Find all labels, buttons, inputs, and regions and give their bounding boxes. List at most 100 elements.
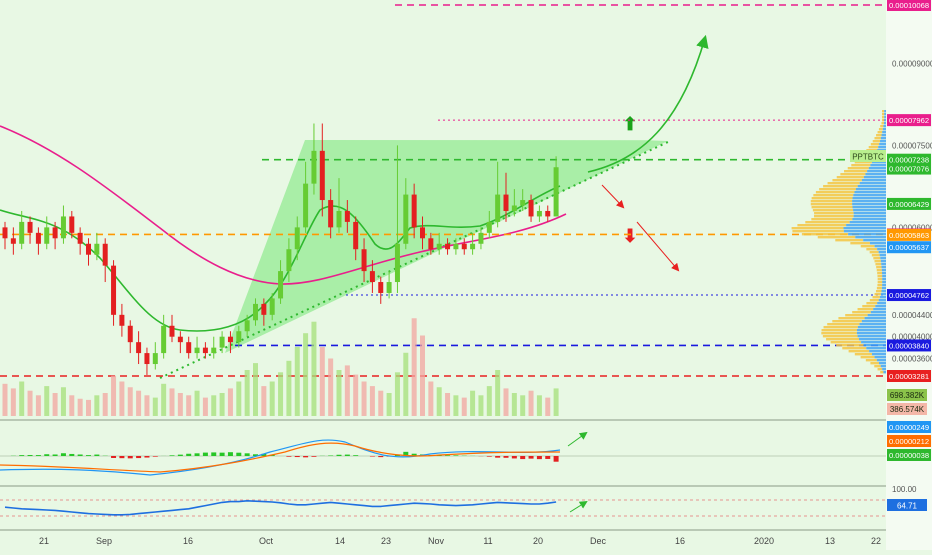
profile-bar-up: [880, 125, 883, 127]
volume-tag-label: 698.382K: [890, 391, 925, 400]
macd-histogram-bar: [537, 456, 542, 459]
profile-bar-up: [879, 128, 883, 130]
volume-bar: [495, 370, 500, 416]
profile-bar-up: [877, 284, 882, 286]
profile-bar-down: [854, 191, 886, 193]
price-tag-label: 0.00004762: [889, 291, 929, 300]
candle-body: [119, 315, 124, 326]
profile-bar-up: [821, 332, 857, 334]
candle-body: [345, 211, 350, 222]
profile-bar-up: [874, 137, 880, 139]
volume-bar: [153, 398, 158, 416]
profile-bar-down: [854, 215, 886, 217]
profile-bar-down: [869, 167, 886, 169]
profile-bar-down: [857, 332, 886, 334]
profile-bar-up: [862, 305, 875, 307]
time-tick-label: 14: [335, 536, 345, 546]
candle-body: [453, 244, 458, 249]
candle-body: [170, 326, 175, 337]
profile-bar-up: [881, 122, 884, 124]
profile-bar-up: [876, 266, 881, 268]
profile-bar-down: [882, 284, 886, 286]
volume-bar: [387, 393, 392, 416]
macd-histogram-bar: [86, 455, 91, 456]
profile-bar-down: [883, 125, 886, 127]
profile-bar-down: [853, 209, 886, 211]
macd-histogram-bar: [78, 455, 83, 456]
macd-histogram-bar: [445, 455, 450, 456]
profile-bar-up: [872, 254, 880, 256]
profile-bar-down: [882, 281, 886, 283]
macd-histogram-bar: [512, 456, 517, 458]
profile-bar-down: [882, 266, 886, 268]
profile-bar-down: [860, 182, 886, 184]
macd-histogram-bar: [504, 456, 509, 458]
macd-histogram-bar: [286, 456, 291, 457]
volume-bar: [328, 359, 333, 417]
profile-bar-up: [813, 209, 853, 211]
macd-histogram-bar: [328, 455, 333, 456]
macd-tag-label: 0.00000038: [889, 451, 929, 460]
volume-bar: [186, 395, 191, 416]
profile-bar-up: [811, 203, 852, 205]
profile-bar-up: [866, 359, 877, 361]
macd-histogram-bar: [495, 456, 500, 458]
candle-body: [86, 244, 91, 255]
profile-bar-down: [857, 329, 886, 331]
profile-bar-up: [819, 188, 856, 190]
profile-bar-down: [859, 338, 886, 340]
profile-bar-up: [871, 143, 879, 145]
candle-body: [69, 216, 74, 232]
profile-bar-up: [814, 212, 854, 214]
profile-bar-up: [870, 362, 879, 364]
candle-body: [395, 244, 400, 282]
volume-bar: [261, 386, 266, 416]
time-tick-label: Dec: [590, 536, 607, 546]
profile-bar-down: [880, 296, 886, 298]
time-tick-label: 23: [381, 536, 391, 546]
profile-bar-up: [792, 227, 844, 229]
volume-bar: [428, 382, 433, 417]
profile-bar-up: [877, 272, 882, 274]
macd-histogram-bar: [144, 456, 149, 458]
macd-histogram-bar: [378, 456, 383, 457]
macd-histogram-bar: [345, 455, 350, 456]
profile-bar-down: [878, 146, 886, 148]
profile-bar-up: [844, 170, 867, 172]
volume-bar: [412, 318, 417, 416]
profile-bar-down: [846, 224, 886, 226]
volume-bar: [529, 391, 534, 416]
price-axis-background: [886, 0, 932, 550]
profile-bar-up: [877, 269, 882, 271]
candle-body: [554, 167, 559, 216]
profile-bar-up: [873, 257, 880, 259]
candle-body: [278, 271, 283, 298]
volume-bar: [119, 382, 124, 417]
profile-bar-down: [858, 185, 886, 187]
profile-bar-down: [880, 254, 886, 256]
volume-bar: [378, 391, 383, 416]
profile-bar-down: [864, 176, 886, 178]
candle-body: [470, 244, 475, 249]
candle-body: [428, 238, 433, 249]
volume-bar: [370, 386, 375, 416]
candle-body: [378, 282, 383, 293]
candle-body: [445, 244, 450, 249]
candle-body: [412, 195, 417, 228]
price-tick-label: 0.00009000: [892, 59, 932, 68]
profile-bar-up: [880, 371, 883, 373]
profile-bar-up: [824, 326, 858, 328]
profile-bar-down: [858, 326, 886, 328]
profile-bar-up: [835, 239, 863, 241]
candle-body: [353, 222, 358, 249]
candle-body: [545, 211, 550, 216]
volume-bar: [144, 395, 149, 416]
profile-bar-down: [882, 131, 886, 133]
rsi-tick-label: 100.00: [892, 485, 917, 494]
macd-histogram-bar: [220, 453, 225, 456]
profile-bar-down: [873, 308, 886, 310]
macd-histogram-bar: [111, 456, 116, 458]
candle-body: [53, 227, 58, 238]
volume-bar: [512, 393, 517, 416]
